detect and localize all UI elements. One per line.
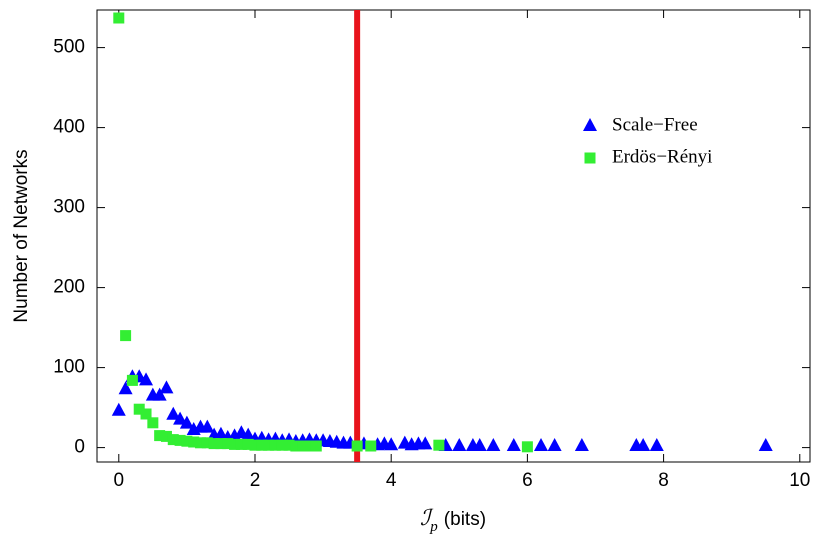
point (649, 438, 664, 451)
point (418, 436, 433, 450)
point (167, 434, 179, 446)
point (486, 438, 501, 451)
point (215, 438, 227, 450)
point (133, 403, 145, 415)
point (181, 435, 193, 447)
point (147, 417, 159, 429)
x-label-subscript: p (429, 519, 438, 535)
point (547, 438, 562, 451)
y-tick-label: 300 (53, 197, 85, 218)
point (521, 441, 533, 453)
point (351, 440, 363, 452)
point (152, 387, 167, 401)
point (297, 440, 309, 452)
point (276, 439, 288, 451)
point (636, 438, 651, 451)
legend-label: Scale−Free (612, 114, 698, 135)
y-tick-label: 200 (53, 277, 85, 298)
x-tick-label: 4 (386, 470, 397, 491)
x-tick-label: 8 (658, 470, 669, 491)
point (574, 438, 589, 451)
point (269, 439, 281, 451)
point (159, 380, 174, 394)
point (249, 439, 261, 451)
point (433, 439, 445, 451)
point (111, 402, 126, 416)
point (188, 436, 200, 448)
point (384, 437, 399, 451)
point (534, 438, 549, 451)
point (195, 437, 207, 449)
point (140, 408, 152, 420)
point (242, 438, 254, 450)
point (229, 438, 241, 450)
point (263, 439, 275, 451)
y-axis-label: Number of Networks (11, 149, 32, 322)
legend-marker (583, 118, 597, 131)
x-axis-label: ℐp (bits) (420, 505, 486, 535)
plot-frame (96, 9, 811, 463)
y-tick-label: 0 (74, 437, 85, 458)
point (506, 438, 521, 451)
point (472, 438, 487, 451)
point (222, 438, 234, 450)
x-tick-label: 6 (522, 470, 533, 491)
point (200, 419, 215, 433)
y-tick-label: 500 (53, 37, 85, 58)
point (758, 438, 773, 451)
point (452, 438, 467, 451)
point (310, 440, 322, 452)
point (154, 430, 166, 442)
y-tick-label: 400 (53, 117, 85, 138)
legend-marker (584, 152, 596, 164)
point (174, 434, 186, 446)
point (166, 406, 181, 420)
x-tick-label: 10 (789, 470, 810, 491)
x-label-unit: (bits) (444, 509, 486, 530)
y-tick-label: 100 (53, 357, 85, 378)
point (201, 437, 213, 449)
point (303, 440, 315, 452)
point (173, 411, 188, 425)
point (241, 427, 256, 441)
point (139, 372, 154, 386)
point (290, 440, 302, 452)
point (365, 440, 377, 452)
point (256, 439, 268, 451)
point (118, 381, 133, 395)
x-tick-label: 0 (114, 470, 125, 491)
x-tick-label: 2 (250, 470, 261, 491)
point (113, 12, 125, 24)
legend-label: Erdös−Rényi (612, 146, 712, 167)
point (179, 415, 194, 429)
point (126, 374, 138, 386)
point (120, 330, 132, 342)
point (160, 430, 172, 442)
point (283, 439, 295, 451)
point (235, 438, 247, 450)
point (208, 438, 220, 450)
